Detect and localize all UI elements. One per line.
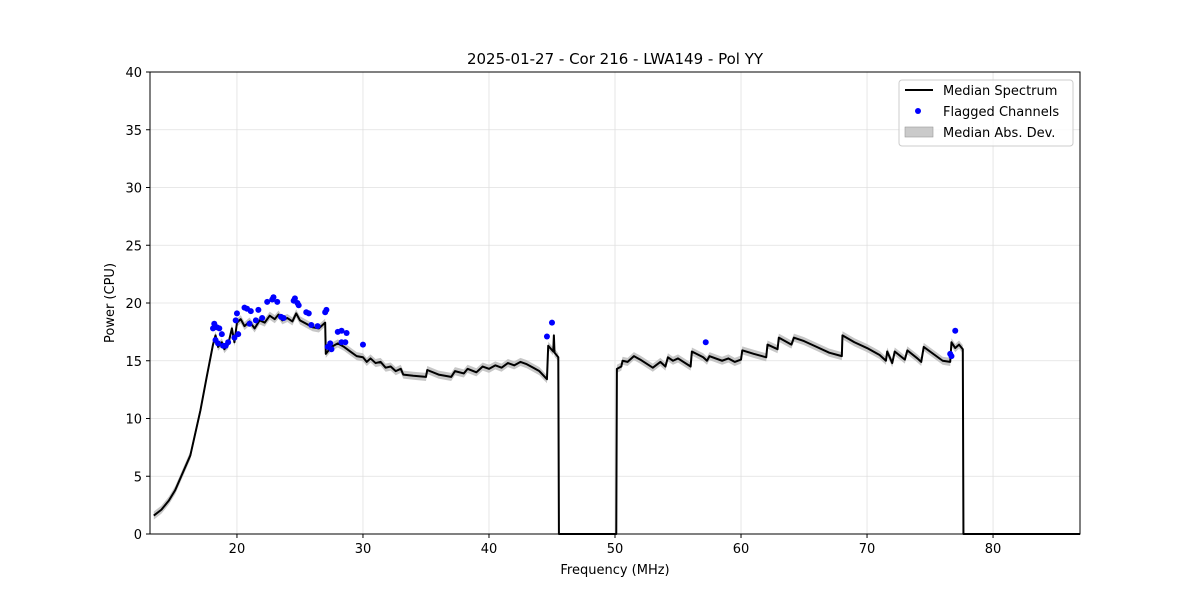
flagged-channel-point xyxy=(274,298,281,305)
y-ticks: 0 5 10 15 20 25 30 35 40 xyxy=(125,66,150,543)
flagged-channel-point xyxy=(548,319,555,326)
flagged-channel-point xyxy=(343,330,350,337)
legend-dot-swatch xyxy=(915,108,921,114)
flagged-channel-point xyxy=(291,295,298,302)
y-tick-label: 10 xyxy=(125,413,142,428)
flagged-channel-point xyxy=(342,339,349,346)
flagged-channel-point xyxy=(314,323,321,330)
y-tick-label: 5 xyxy=(134,470,142,485)
flagged-channel-point xyxy=(270,294,277,301)
y-tick-label: 15 xyxy=(125,355,142,370)
legend-band-swatch xyxy=(904,126,934,138)
flagged-channel-point xyxy=(952,327,959,334)
y-tick-label: 40 xyxy=(125,66,142,81)
flagged-channel-point xyxy=(246,320,253,327)
flagged-channel-point xyxy=(216,325,223,332)
flagged-channel-point xyxy=(252,317,259,324)
flagged-channels xyxy=(210,294,959,360)
flagged-channel-point xyxy=(948,353,955,360)
flagged-channel-point xyxy=(280,315,287,322)
flagged-channel-point xyxy=(247,308,254,315)
y-tick-label: 20 xyxy=(125,297,142,312)
flagged-channel-point xyxy=(232,317,239,324)
x-tick-label: 80 xyxy=(985,542,1002,557)
y-tick-label: 30 xyxy=(125,182,142,197)
flagged-channel-point xyxy=(235,331,242,338)
flagged-channel-point xyxy=(295,302,302,309)
y-tick-label: 35 xyxy=(125,124,142,139)
flagged-channel-point xyxy=(359,341,366,348)
flagged-channel-point xyxy=(264,298,271,305)
mad-band-area xyxy=(153,309,1080,534)
flagged-channel-point xyxy=(543,333,550,340)
median-spectrum-line xyxy=(153,312,1080,535)
y-tick-label: 25 xyxy=(125,239,142,254)
flagged-channel-point xyxy=(328,346,335,353)
legend-label-flagged-channels: Flagged Channels xyxy=(943,105,1059,120)
flagged-channel-point xyxy=(233,310,240,317)
y-axis-label: Power (CPU) xyxy=(103,263,118,343)
flagged-channel-point xyxy=(218,331,225,338)
median-spectrum xyxy=(153,312,1080,535)
flagged-channel-point xyxy=(338,327,345,334)
legend-label-median-spectrum: Median Spectrum xyxy=(943,84,1057,99)
x-tick-label: 20 xyxy=(229,542,246,557)
flagged-channel-point xyxy=(702,339,709,346)
x-tick-label: 30 xyxy=(355,542,372,557)
x-tick-label: 40 xyxy=(481,542,498,557)
flagged-channel-point xyxy=(215,340,222,347)
mad-band xyxy=(153,309,1080,534)
x-axis-label: Frequency (MHz) xyxy=(560,563,669,578)
y-tick-label: 0 xyxy=(134,528,142,543)
flagged-channel-point xyxy=(259,315,266,322)
x-tick-label: 70 xyxy=(859,542,876,557)
chart-title: 2025-01-27 - Cor 216 - LWA149 - Pol YY xyxy=(467,50,764,68)
flagged-channel-point xyxy=(255,306,262,313)
flagged-channel-point xyxy=(305,310,312,317)
flagged-channel-point xyxy=(225,339,232,346)
flagged-channel-point xyxy=(327,340,334,347)
x-tick-label: 60 xyxy=(733,542,750,557)
legend-label-mad: Median Abs. Dev. xyxy=(943,126,1055,141)
legend: Median Spectrum Flagged Channels Median … xyxy=(898,79,1074,147)
flagged-channel-point xyxy=(231,334,238,341)
legend-box xyxy=(898,79,1074,147)
x-tick-label: 50 xyxy=(607,542,624,557)
flagged-channel-point xyxy=(323,306,330,313)
flagged-channel-point xyxy=(308,321,315,328)
x-ticks: 20 30 40 50 60 70 80 xyxy=(229,534,1002,557)
